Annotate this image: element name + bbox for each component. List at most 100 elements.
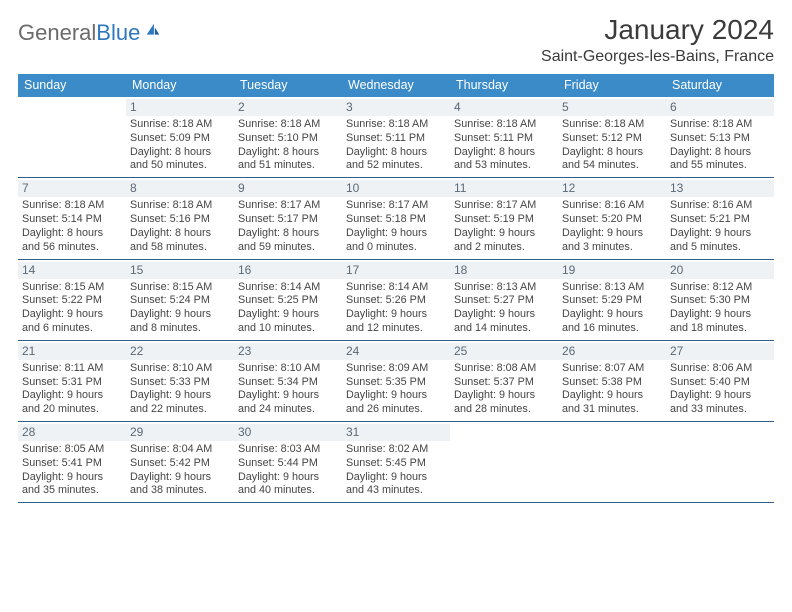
day-d2-line: and 12 minutes.	[346, 322, 446, 336]
calendar-day-cell: 24Sunrise: 8:09 AMSunset: 5:35 PMDayligh…	[342, 341, 450, 421]
day-d2-line: and 40 minutes.	[238, 484, 338, 498]
day-sunset-line: Sunset: 5:12 PM	[562, 132, 662, 146]
day-number: 16	[234, 262, 342, 279]
day-sunrise-line: Sunrise: 8:06 AM	[670, 362, 770, 376]
calendar-day-cell: 25Sunrise: 8:08 AMSunset: 5:37 PMDayligh…	[450, 341, 558, 421]
day-d2-line: and 28 minutes.	[454, 403, 554, 417]
calendar-day-cell: 12Sunrise: 8:16 AMSunset: 5:20 PMDayligh…	[558, 178, 666, 258]
day-sunrise-line: Sunrise: 8:17 AM	[346, 199, 446, 213]
day-sunrise-line: Sunrise: 8:15 AM	[130, 281, 230, 295]
day-d2-line: and 43 minutes.	[346, 484, 446, 498]
day-number: 9	[234, 180, 342, 197]
day-details: Sunrise: 8:02 AMSunset: 5:45 PMDaylight:…	[346, 443, 446, 498]
day-sunset-line: Sunset: 5:45 PM	[346, 457, 446, 471]
day-d1-line: Daylight: 8 hours	[670, 146, 770, 160]
day-sunrise-line: Sunrise: 8:18 AM	[238, 118, 338, 132]
day-d2-line: and 8 minutes.	[130, 322, 230, 336]
calendar-day-cell: 7Sunrise: 8:18 AMSunset: 5:14 PMDaylight…	[18, 178, 126, 258]
day-d1-line: Daylight: 9 hours	[346, 227, 446, 241]
calendar-week-row: 21Sunrise: 8:11 AMSunset: 5:31 PMDayligh…	[18, 341, 774, 422]
calendar-day-cell: 1Sunrise: 8:18 AMSunset: 5:09 PMDaylight…	[126, 97, 234, 177]
day-d2-line: and 52 minutes.	[346, 159, 446, 173]
day-sunrise-line: Sunrise: 8:07 AM	[562, 362, 662, 376]
day-d1-line: Daylight: 8 hours	[238, 227, 338, 241]
day-d2-line: and 33 minutes.	[670, 403, 770, 417]
day-d2-line: and 50 minutes.	[130, 159, 230, 173]
day-number: 28	[18, 424, 126, 441]
day-sunrise-line: Sunrise: 8:18 AM	[562, 118, 662, 132]
calendar-day-cell	[666, 422, 774, 502]
day-sunrise-line: Sunrise: 8:10 AM	[130, 362, 230, 376]
brand-text: GeneralBlue	[18, 20, 140, 46]
day-sunrise-line: Sunrise: 8:14 AM	[238, 281, 338, 295]
day-number: 22	[126, 343, 234, 360]
day-sunset-line: Sunset: 5:21 PM	[670, 213, 770, 227]
calendar-body: 1Sunrise: 8:18 AMSunset: 5:09 PMDaylight…	[18, 97, 774, 503]
day-d1-line: Daylight: 8 hours	[22, 227, 122, 241]
day-details: Sunrise: 8:13 AMSunset: 5:27 PMDaylight:…	[454, 281, 554, 336]
calendar-day-cell: 3 Sunrise: 8:18 AMSunset: 5:11 PMDaylight…	[342, 97, 450, 177]
calendar-week-row: 7Sunrise: 8:18 AMSunset: 5:14 PMDaylight…	[18, 178, 774, 259]
day-number: 15	[126, 262, 234, 279]
day-d1-line: Daylight: 9 hours	[22, 308, 122, 322]
day-sunrise-line: Sunrise: 8:11 AM	[22, 362, 122, 376]
day-d1-line: Daylight: 9 hours	[346, 308, 446, 322]
day-d1-line: Daylight: 8 hours	[130, 146, 230, 160]
day-d1-line: Daylight: 9 hours	[454, 308, 554, 322]
day-d1-line: Daylight: 9 hours	[562, 389, 662, 403]
weekday-header-row: SundayMondayTuesdayWednesdayThursdayFrid…	[18, 74, 774, 97]
day-sunrise-line: Sunrise: 8:10 AM	[238, 362, 338, 376]
calendar-day-cell: 9Sunrise: 8:17 AMSunset: 5:17 PMDaylight…	[234, 178, 342, 258]
day-number: 6	[666, 99, 774, 116]
day-sunrise-line: Sunrise: 8:16 AM	[670, 199, 770, 213]
day-d1-line: Daylight: 9 hours	[670, 389, 770, 403]
day-d2-line: and 53 minutes.	[454, 159, 554, 173]
day-sunrise-line: Sunrise: 8:18 AM	[454, 118, 554, 132]
day-number: 19	[558, 262, 666, 279]
day-d1-line: Daylight: 9 hours	[670, 227, 770, 241]
weekday-header: Saturday	[666, 74, 774, 97]
day-d1-line: Daylight: 9 hours	[238, 389, 338, 403]
day-number: 5	[558, 99, 666, 116]
day-details: Sunrise: 8:18 AMSunset: 5:11 PMDaylight:…	[346, 118, 446, 173]
day-details: Sunrise: 8:15 AMSunset: 5:22 PMDaylight:…	[22, 281, 122, 336]
day-sunset-line: Sunset: 5:11 PM	[454, 132, 554, 146]
page-title: January 2024	[541, 14, 774, 46]
day-d2-line: and 2 minutes.	[454, 241, 554, 255]
day-d2-line: and 51 minutes.	[238, 159, 338, 173]
day-d2-line: and 58 minutes.	[130, 241, 230, 255]
calendar-week-row: 28Sunrise: 8:05 AMSunset: 5:41 PMDayligh…	[18, 422, 774, 503]
day-number: 29	[126, 424, 234, 441]
sailboat-icon	[144, 22, 162, 45]
day-details: Sunrise: 8:18 AMSunset: 5:10 PMDaylight:…	[238, 118, 338, 173]
day-d2-line: and 10 minutes.	[238, 322, 338, 336]
day-sunrise-line: Sunrise: 8:13 AM	[454, 281, 554, 295]
day-d1-line: Daylight: 9 hours	[346, 471, 446, 485]
day-d2-line: and 0 minutes.	[346, 241, 446, 255]
day-sunset-line: Sunset: 5:16 PM	[130, 213, 230, 227]
day-details: Sunrise: 8:17 AMSunset: 5:18 PMDaylight:…	[346, 199, 446, 254]
calendar-day-cell: 13Sunrise: 8:16 AMSunset: 5:21 PMDayligh…	[666, 178, 774, 258]
day-number: 25	[450, 343, 558, 360]
calendar-day-cell: 2Sunrise: 8:18 AMSunset: 5:10 PMDaylight…	[234, 97, 342, 177]
day-sunset-line: Sunset: 5:20 PM	[562, 213, 662, 227]
day-sunrise-line: Sunrise: 8:16 AM	[562, 199, 662, 213]
day-sunset-line: Sunset: 5:30 PM	[670, 294, 770, 308]
day-d2-line: and 56 minutes.	[22, 241, 122, 255]
brand-logo: GeneralBlue	[18, 14, 162, 46]
page-subtitle: Saint-Georges-les-Bains, France	[541, 48, 774, 66]
day-number: 3	[342, 99, 450, 116]
calendar-day-cell: 22Sunrise: 8:10 AMSunset: 5:33 PMDayligh…	[126, 341, 234, 421]
calendar-day-cell	[18, 97, 126, 177]
day-details: Sunrise: 8:17 AMSunset: 5:19 PMDaylight:…	[454, 199, 554, 254]
day-sunset-line: Sunset: 5:26 PM	[346, 294, 446, 308]
day-sunrise-line: Sunrise: 8:18 AM	[130, 199, 230, 213]
day-d2-line: and 31 minutes.	[562, 403, 662, 417]
calendar-day-cell: 28Sunrise: 8:05 AMSunset: 5:41 PMDayligh…	[18, 422, 126, 502]
day-d1-line: Daylight: 9 hours	[22, 389, 122, 403]
day-details: Sunrise: 8:18 AMSunset: 5:12 PMDaylight:…	[562, 118, 662, 173]
day-details: Sunrise: 8:16 AMSunset: 5:20 PMDaylight:…	[562, 199, 662, 254]
day-sunset-line: Sunset: 5:29 PM	[562, 294, 662, 308]
calendar-day-cell: 20Sunrise: 8:12 AMSunset: 5:30 PMDayligh…	[666, 260, 774, 340]
day-sunset-line: Sunset: 5:37 PM	[454, 376, 554, 390]
